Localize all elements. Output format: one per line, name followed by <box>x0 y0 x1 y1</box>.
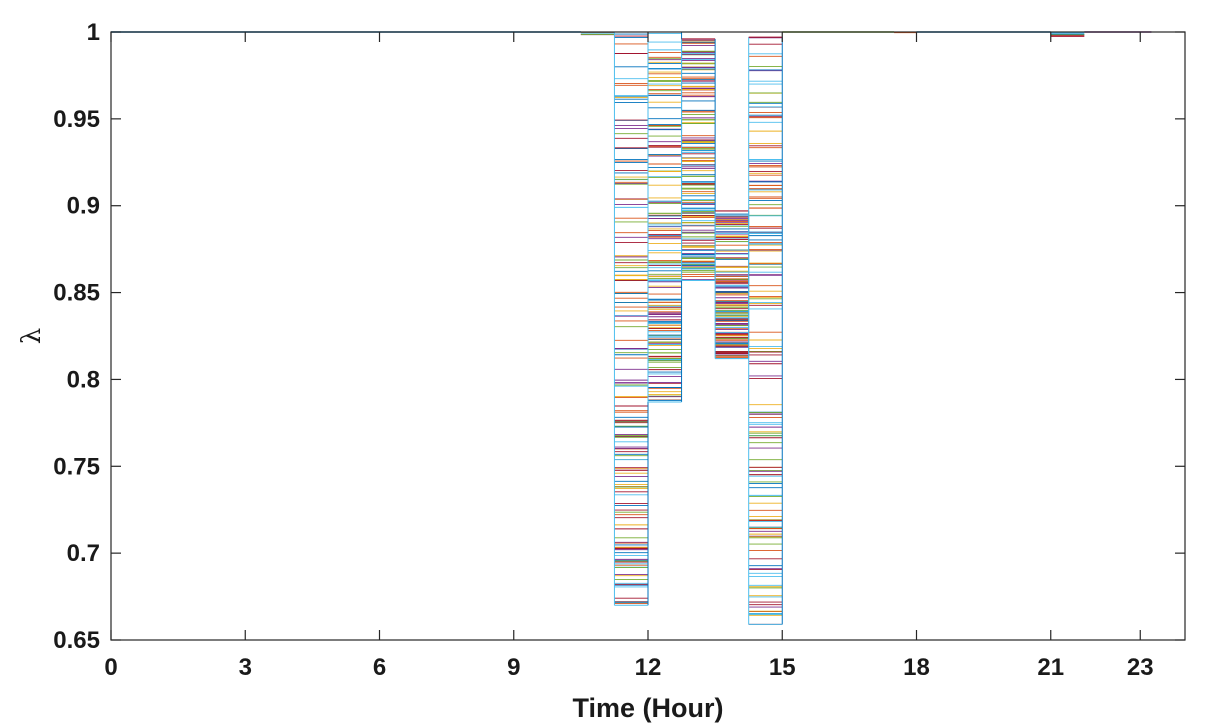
x-tick-label: 3 <box>239 654 252 681</box>
x-tick-label: 9 <box>507 654 520 681</box>
y-axis: 0.65 0.7 0.75 0.8 0.85 0.9 0.95 1 <box>53 19 1185 654</box>
x-tick-label: 21 <box>1037 654 1064 681</box>
y-tick-label: 0.7 <box>67 540 100 567</box>
y-tick-label: 1 <box>87 19 100 46</box>
y-axis-label: λ <box>17 328 47 344</box>
x-tick-label: 6 <box>373 654 386 681</box>
y-tick-label: 0.75 <box>53 453 100 480</box>
y-tick-label: 0.85 <box>53 280 100 307</box>
x-tick-label: 12 <box>635 654 662 681</box>
chart-traces <box>111 31 1152 625</box>
y-tick-label: 0.9 <box>67 193 100 220</box>
x-tick-label: 18 <box>903 654 930 681</box>
y-tick-label: 0.65 <box>53 627 100 654</box>
x-tick-label: 15 <box>769 654 796 681</box>
x-tick-label: 23 <box>1127 654 1154 681</box>
x-tick-label: 0 <box>104 654 117 681</box>
y-tick-label: 0.95 <box>53 106 100 133</box>
x-axis-label: Time (Hour) <box>572 693 723 723</box>
x-axis: 0 3 6 9 12 15 18 21 23 <box>104 32 1154 681</box>
y-tick-label: 0.8 <box>67 366 100 393</box>
